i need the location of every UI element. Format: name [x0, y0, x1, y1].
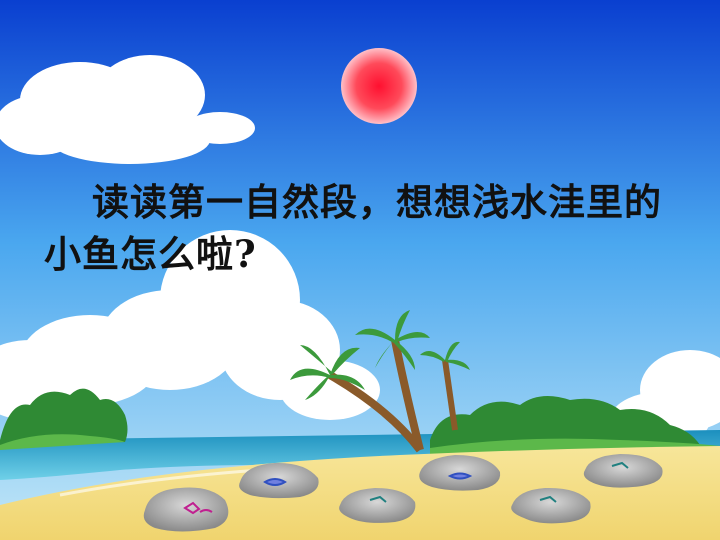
bush-icon: [430, 396, 720, 455]
palm-tree-icon: [290, 310, 470, 453]
slide-question-content: 读读第一自然段，想想浅水洼里的小鱼怎么啦?: [44, 180, 662, 276]
stone-icon: [511, 487, 591, 524]
stone-icon: [419, 455, 501, 491]
stone-icon: [583, 454, 663, 488]
slide-question-text: 读读第一自然段，想想浅水洼里的小鱼怎么啦?: [44, 176, 684, 280]
bush-icon: [0, 388, 128, 450]
cloud-icon: [0, 55, 255, 164]
stone-icon: [339, 488, 416, 523]
sun-icon: [341, 48, 417, 124]
stone-icon: [239, 462, 319, 499]
stone-icon: [143, 487, 229, 532]
